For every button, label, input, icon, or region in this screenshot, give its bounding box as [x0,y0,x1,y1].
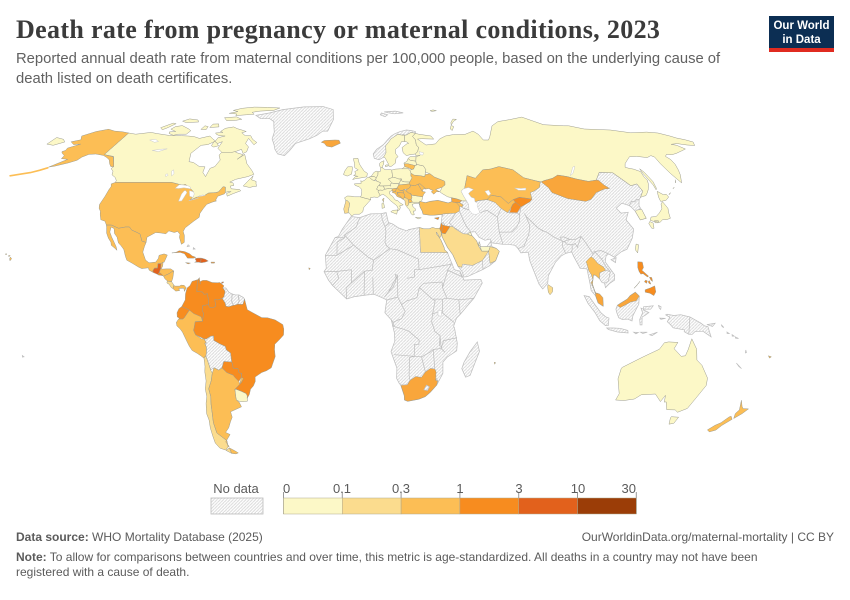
svg-text:No data: No data [213,481,259,496]
svg-text:3: 3 [515,481,522,496]
svg-text:0.1: 0.1 [333,481,351,496]
svg-text:30: 30 [622,481,636,496]
svg-text:0.3: 0.3 [392,481,410,496]
svg-text:1: 1 [456,481,463,496]
svg-text:10: 10 [571,481,585,496]
svg-text:0: 0 [283,481,290,496]
